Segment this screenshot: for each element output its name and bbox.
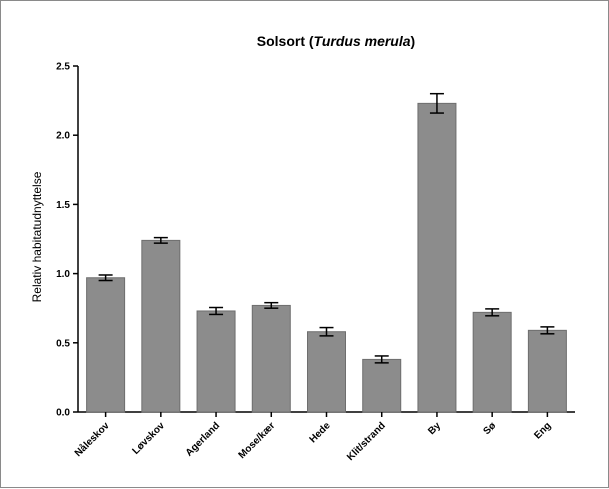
x-tick-label: Nåleskov — [72, 419, 112, 459]
x-tick-label: Mose/kær — [237, 420, 278, 461]
bar — [362, 358, 402, 413]
y-tick-label: 1.0 — [56, 269, 70, 280]
y-tick-label: 1.5 — [56, 200, 70, 211]
x-tick-label: Sø — [481, 420, 498, 437]
bar — [527, 329, 567, 413]
bar — [141, 239, 181, 413]
x-tick-label: Klit/strand — [345, 420, 388, 463]
bar — [307, 331, 346, 413]
plot-area: 0.0 0.5 1.0 1.5 2.0 2.5 Nåleskov Løvskov Agerlan… — [56, 62, 575, 463]
x-tick-label: Løvskov — [130, 420, 167, 457]
y-tick-label: 2.0 — [56, 131, 70, 142]
chart-title: Solsort (Turdus merula) — [257, 33, 415, 49]
bar — [251, 304, 291, 413]
x-tick-label: Eng — [532, 420, 553, 441]
x-tick-label: Agerland — [184, 420, 222, 458]
y-axis-label: Relativ habitatudnyttelse — [30, 171, 44, 302]
bar — [86, 277, 126, 413]
y-tick-label: 0.5 — [56, 338, 70, 349]
x-tick-label: Hede — [308, 420, 333, 445]
x-tick-label: By — [426, 420, 443, 437]
y-tick-label: 2.5 — [56, 62, 70, 73]
y-tick-label: 0.0 — [56, 408, 70, 419]
bar — [196, 310, 236, 413]
bar — [417, 102, 457, 413]
bar — [472, 311, 512, 413]
